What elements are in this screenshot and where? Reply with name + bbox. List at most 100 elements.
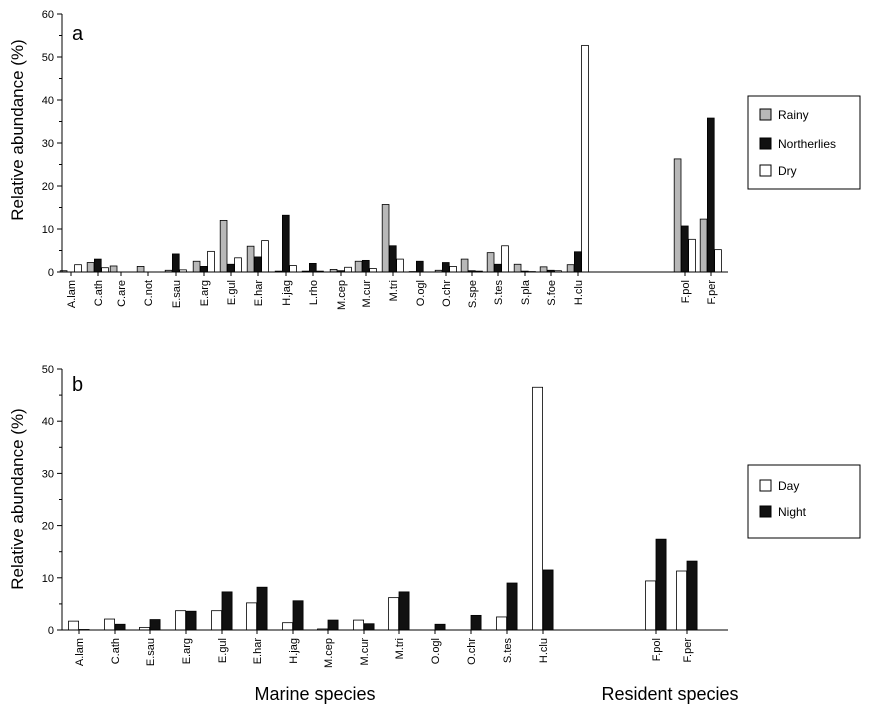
bar-b-c-ath-day	[104, 618, 116, 631]
bar-a-s-tes-dry	[501, 245, 509, 273]
panel-b-x-label-m-cur: M.cur	[359, 638, 371, 666]
panel-a-x-label-e-har: E.har	[253, 280, 265, 307]
bar-a-f-pol-northerlies	[681, 225, 689, 273]
panel-a-x-label-f-pol: F.pol	[680, 280, 692, 303]
panel-a-x-label-s-tes: S.tes	[493, 280, 505, 306]
panel-a-y-tick-label: 10	[42, 224, 54, 236]
bar-a-l-rho-northerlies	[308, 262, 317, 273]
panel-a-y-tick-label: 60	[42, 9, 54, 21]
bar-b-o-chr-night	[470, 614, 482, 631]
bar-a-h-clu-rainy	[566, 264, 575, 273]
bar-a-m-cur-rainy	[354, 260, 363, 273]
panel-b-y-tick-label: 0	[48, 625, 54, 637]
resident-species-label: Resident species	[601, 684, 738, 704]
panel-b-axes	[61, 369, 728, 631]
panel-b-x-labels: A.lam C.ath E.sau E.arg E.gul E.har H.jag M.cep…	[74, 630, 694, 668]
panel-b-x-label-h-jag: H.jag	[288, 638, 300, 664]
bar-b-f-per-day	[676, 570, 688, 631]
bar-a-m-cep-dry	[344, 266, 352, 273]
bar-b-e-gul-day	[211, 610, 223, 631]
panel-a-x-label-m-tri: M.tri	[388, 280, 400, 301]
panel-a-x-label-l-rho: L.rho	[308, 280, 320, 305]
bar-a-e-gul-dry	[234, 257, 242, 273]
panel-b-x-label-o-chr: O.chr	[466, 638, 478, 665]
bar-b-e-arg-day	[175, 610, 187, 631]
panel-b-x-label-f-per: F.per	[682, 638, 694, 663]
legend-label-dry: Dry	[778, 164, 797, 178]
panel-a-y-tick-label: 50	[42, 52, 54, 64]
bar-a-f-per-rainy	[699, 218, 708, 273]
panel-b-y-tick-label: 40	[42, 416, 54, 428]
panel-a-x-label-o-ogl: O.ogl	[415, 280, 427, 306]
panel-a-y-tick-label: 30	[42, 138, 54, 150]
panel-b-x-label-a-lam: A.lam	[74, 638, 86, 666]
panel-a-x-label-s-foe: S.foe	[546, 280, 558, 306]
legend-label-rainy: Rainy	[778, 108, 809, 122]
bar-a-o-ogl-northerlies	[415, 260, 424, 273]
bar-a-e-gul-rainy	[219, 219, 228, 273]
panel-b-x-label-e-arg: E.arg	[181, 638, 193, 664]
bar-b-h-jag-day	[282, 622, 294, 631]
bar-a-m-cur-northerlies	[361, 259, 370, 273]
panel-b-bars	[68, 386, 698, 631]
legend-swatch-rainy	[759, 108, 772, 121]
bar-a-m-tri-rainy	[381, 204, 390, 273]
panel-a-y-tick-label: 0	[48, 267, 54, 279]
panel-b-x-label-m-tri: M.tri	[394, 638, 406, 659]
bar-a-h-clu-dry	[581, 44, 589, 273]
bar-a-a-lam-dry	[74, 264, 82, 273]
panel-a-y-ticks: 0 10 20 30 40 50 60	[42, 9, 62, 279]
bar-a-c-ath-dry	[101, 267, 109, 273]
bar-b-m-cur-night	[363, 623, 375, 631]
bar-b-f-pol-day	[645, 580, 657, 631]
bar-b-m-tri-night	[398, 591, 410, 631]
bar-b-e-sau-night	[149, 619, 161, 631]
bar-a-m-tri-dry	[396, 258, 404, 273]
panel-b-letter: b	[72, 374, 83, 396]
bar-b-m-cur-day	[353, 619, 365, 631]
panel-b-x-label-e-har: E.har	[252, 638, 264, 665]
panel-a-x-label-s-pla: S.pla	[520, 279, 532, 305]
bar-a-f-per-dry	[714, 249, 722, 273]
bar-a-c-ath-northerlies	[94, 258, 102, 273]
panel-b-x-label-s-tes: S.tes	[502, 638, 514, 664]
bar-a-s-pla-rainy	[513, 263, 522, 273]
panel-a-axes	[61, 14, 728, 273]
bar-b-m-tri-day	[388, 597, 400, 631]
bar-a-c-not-rainy	[136, 266, 145, 273]
bar-a-h-jag-dry	[289, 265, 297, 273]
panel-a-x-label-m-cur: M.cur	[361, 280, 373, 308]
bar-a-f-per-northerlies	[707, 117, 715, 273]
bar-a-s-tes-northerlies	[493, 263, 502, 273]
bar-a-s-foe-rainy	[539, 266, 548, 273]
legend-label-day: Day	[778, 479, 799, 493]
bar-b-h-jag-night	[292, 600, 304, 631]
panel-b-x-label-m-cep: M.cep	[323, 638, 335, 668]
panel-a-x-label-e-arg: E.arg	[199, 280, 211, 306]
bar-a-f-pol-rainy	[673, 158, 682, 273]
panel-b-legend: Day Night	[747, 464, 861, 539]
bar-a-f-pol-dry	[688, 238, 696, 273]
panel-b-x-label-o-ogl: O.ogl	[430, 638, 442, 664]
panel-b-y-tick-label: 20	[42, 521, 54, 533]
bar-b-f-per-night	[686, 560, 698, 631]
bar-a-e-har-northerlies	[253, 256, 262, 273]
panel-b-y-tick-label: 50	[42, 364, 54, 376]
panel-b-x-label-e-sau: E.sau	[145, 638, 157, 666]
bar-b-s-tes-day	[496, 616, 508, 631]
legend-swatch-day	[759, 479, 772, 492]
bar-a-c-are-rainy	[109, 265, 118, 273]
legend-swatch-dry	[759, 164, 772, 177]
bar-a-s-tes-rainy	[486, 252, 495, 273]
panel-a-x-label-h-clu: H.clu	[573, 280, 585, 305]
bar-b-s-tes-night	[506, 582, 518, 631]
bar-a-s-spe-rainy	[460, 258, 469, 273]
bar-b-h-clu-day	[532, 386, 544, 631]
panel-a-x-label-c-not: C.not	[143, 280, 155, 306]
panel-a-x-label-h-jag: H.jag	[281, 280, 293, 306]
bar-b-c-ath-night	[114, 623, 126, 631]
panel-b: b Relative abundance (%) 0 10 20 30 40 50 A.l…	[8, 364, 861, 668]
panel-b-y-tick-label: 30	[42, 468, 54, 480]
bar-b-e-arg-night	[185, 610, 197, 631]
